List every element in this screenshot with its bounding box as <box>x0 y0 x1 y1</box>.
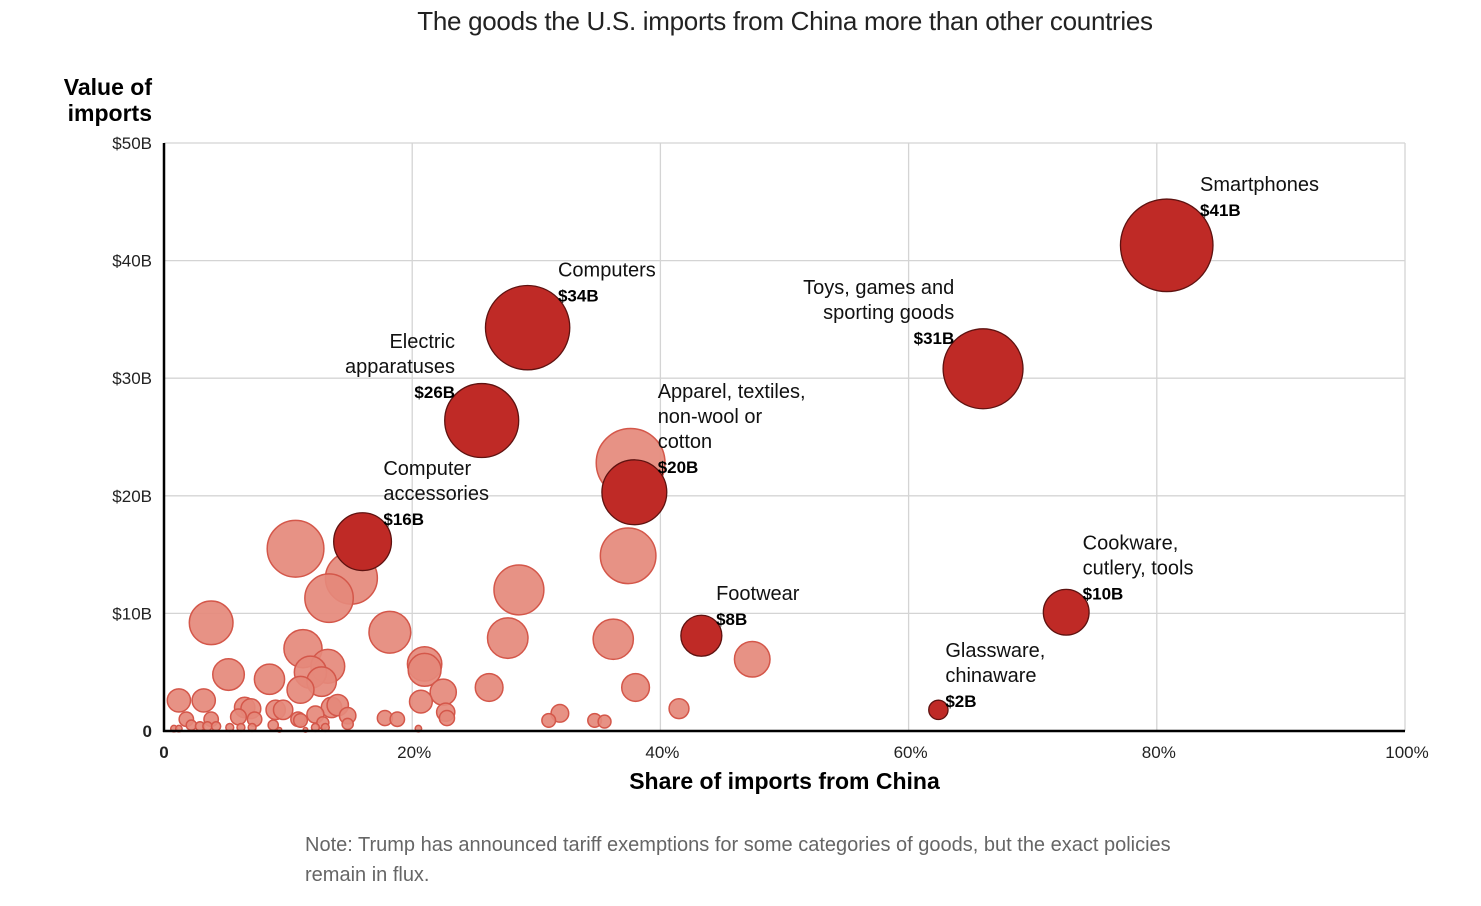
bubble-highlight <box>484 284 571 371</box>
y-axis-title: Value of imports <box>42 74 152 126</box>
annotation-label: Apparel, textiles, <box>658 381 806 403</box>
bubble-other <box>166 688 192 713</box>
bubble-other <box>438 709 456 727</box>
annotation-label: cutlery, tools <box>1083 558 1194 580</box>
bubble-highlight <box>601 459 668 526</box>
annotation: Glassware, chinaware $2B <box>945 640 1045 711</box>
annotation-label: Smartphones <box>1200 174 1319 196</box>
bubble-other <box>599 527 657 585</box>
x-tick-label: 60% <box>894 743 928 762</box>
y-axis-title-text: Value of imports <box>63 74 152 126</box>
y-tick-label: $40B <box>112 252 152 271</box>
bubble-other <box>229 708 248 726</box>
annotation-value: $34B <box>558 286 599 305</box>
bubble-other <box>620 672 651 703</box>
annotation-value: $8B <box>716 610 747 629</box>
annotation-label: Computer <box>383 458 471 480</box>
bubble-other <box>486 617 529 660</box>
bubble-other <box>407 652 442 688</box>
annotation: Footwear $8B <box>716 583 800 629</box>
annotation-value: $10B <box>1083 585 1124 604</box>
bubble-other <box>266 519 325 578</box>
annotation-label: accessories <box>383 483 489 505</box>
bubble-highlight <box>444 382 520 459</box>
annotation: Computers $34B <box>558 259 656 305</box>
x-axis-title: Share of imports from China <box>629 768 940 794</box>
annotations: Smartphones $41B Computers $34B Toys, games … <box>345 174 1319 711</box>
tick-labels: 0 $10B $20B $30B $40B $50B 0 20% 40% 60% 80% 100% <box>112 134 1428 762</box>
annotation-label: Toys, games and <box>803 277 954 299</box>
bubble-highlight <box>942 328 1024 410</box>
annotation-value: $20B <box>658 458 699 477</box>
x-tick-label: 20% <box>397 743 431 762</box>
bubble-other <box>341 717 354 731</box>
annotation-value: $26B <box>414 383 455 402</box>
y-tick-label: $50B <box>112 134 152 153</box>
annotation-label: cotton <box>658 431 712 453</box>
footnote: Note: Trump has announced tariff exempti… <box>305 834 1171 886</box>
annotation-value: $41B <box>1200 201 1241 220</box>
bubble-other <box>188 600 234 646</box>
annotation: Computer accessories $16B <box>383 458 489 529</box>
y-tick-label: $20B <box>112 487 152 506</box>
highlighted-bubbles <box>333 198 1214 721</box>
annotation-label: Computers <box>558 259 656 281</box>
bubble-other <box>389 711 406 728</box>
annotation-value: $2B <box>945 692 976 711</box>
bubble-highlight <box>1119 198 1214 293</box>
chart-title: The goods the U.S. imports from China mo… <box>417 6 1153 36</box>
annotation-label: Electric <box>389 331 455 353</box>
bubble-other <box>272 699 294 721</box>
annotation: Toys, games and sporting goods $31B <box>803 277 954 348</box>
x-tick-label: 0 <box>159 743 168 762</box>
y-tick-label: 0 <box>143 722 152 741</box>
bubble-other <box>597 714 612 729</box>
bubble-other <box>286 675 315 705</box>
bubble-other <box>210 720 222 732</box>
annotation-label: Glassware, <box>945 640 1045 662</box>
annotation-value: $31B <box>914 329 955 348</box>
bubble-other <box>212 658 246 692</box>
bubble-other <box>253 663 286 696</box>
annotation: Cookware, cutlery, tools $10B <box>1083 533 1194 604</box>
annotation-label: Footwear <box>716 583 800 605</box>
gridlines <box>164 142 1406 731</box>
x-tick-label: 100% <box>1385 743 1428 762</box>
bubble-other <box>191 688 217 713</box>
annotation-label: Cookware, <box>1083 533 1179 555</box>
annotation-value: $16B <box>383 510 424 529</box>
bubble-other <box>202 720 213 732</box>
y-tick-label: $30B <box>112 369 152 388</box>
bubble-highlight <box>680 614 723 657</box>
bubble-other <box>733 640 771 678</box>
annotation-label: apparatuses <box>345 356 455 378</box>
bubble-other <box>668 697 690 720</box>
bubble-other <box>493 564 545 616</box>
bubble-other <box>474 672 504 703</box>
annotation: Electric apparatuses $26B <box>345 331 455 402</box>
bubble-other <box>292 712 309 728</box>
annotation-label: chinaware <box>945 665 1036 687</box>
bubble-other <box>368 610 412 654</box>
y-tick-label: $10B <box>112 604 152 623</box>
bubble-other <box>429 678 458 707</box>
annotation: Smartphones $41B <box>1200 174 1319 220</box>
bubble-highlight <box>333 512 393 572</box>
bubble-highlight <box>1042 588 1090 636</box>
axes <box>162 143 1405 733</box>
annotation: Apparel, textiles, non-wool or cotton $20B <box>658 381 806 477</box>
bubble-other <box>592 618 635 661</box>
x-tick-label: 80% <box>1142 743 1176 762</box>
bubble-highlight <box>928 699 949 721</box>
bubble-other <box>304 573 355 624</box>
annotation-label: non-wool or <box>658 406 763 428</box>
bubble-other <box>408 689 434 714</box>
x-tick-label: 40% <box>645 743 679 762</box>
bubble-other <box>541 712 557 728</box>
annotation-label: sporting goods <box>823 302 954 324</box>
